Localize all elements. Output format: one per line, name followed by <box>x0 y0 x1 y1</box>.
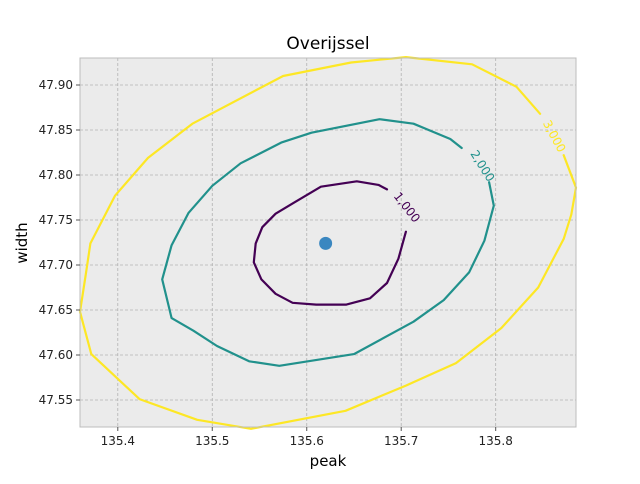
y-tick-label: 47.75 <box>39 213 73 227</box>
x-tick-label: 135.5 <box>195 434 229 448</box>
y-tick-label: 47.85 <box>39 123 73 137</box>
x-tick-label: 135.6 <box>290 434 324 448</box>
x-tick-label: 135.7 <box>384 434 418 448</box>
y-tick-label: 47.60 <box>39 348 73 362</box>
contour-line-0 <box>252 180 407 306</box>
axes: 135.4 135.5 135.6 135.7 135.8 47.55 47.60 47.65… <box>39 78 513 448</box>
center-point-marker <box>319 236 333 250</box>
chart-title: Overijssel <box>286 34 369 54</box>
contour-line-2 <box>78 56 578 430</box>
contour-line-1 <box>161 118 495 367</box>
y-tick-label: 47.80 <box>39 168 73 182</box>
contour-lines <box>78 56 578 430</box>
y-tick-label: 47.90 <box>39 78 73 92</box>
y-tick-label: 47.65 <box>39 303 73 317</box>
x-tick-label: 135.8 <box>479 434 513 448</box>
plot-frame <box>79 57 577 428</box>
x-tick-label: 135.4 <box>101 434 135 448</box>
x-axis-label: peak <box>310 452 347 470</box>
y-tick-label: 47.70 <box>39 258 73 272</box>
y-axis-label: width <box>13 222 31 263</box>
markers <box>319 236 333 250</box>
y-tick-label: 47.55 <box>39 393 73 407</box>
